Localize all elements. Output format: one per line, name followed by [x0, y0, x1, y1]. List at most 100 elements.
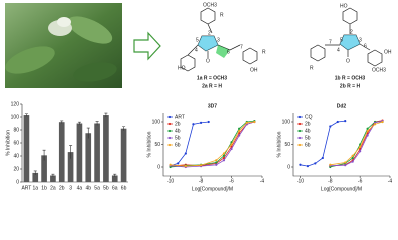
bar: [103, 115, 109, 182]
compound-label: 1b R = OCH3: [335, 75, 366, 81]
atom-label: R: [310, 65, 314, 71]
data-point: [329, 163, 332, 166]
error-bar: [104, 112, 108, 117]
atom-label: O: [346, 58, 350, 64]
data-point: [299, 163, 302, 166]
x-tick-label: -8: [199, 178, 204, 184]
atom-label: OH: [384, 49, 392, 55]
atom-label: 7: [329, 39, 332, 45]
data-point: [169, 163, 172, 166]
data-point: [314, 162, 317, 165]
x-tick-label: 6b: [121, 185, 127, 191]
atom-label: 6: [227, 49, 230, 55]
y-tick-label: 60: [13, 140, 19, 146]
axes: [21, 104, 128, 183]
atom-label: HO: [178, 65, 186, 71]
legend-label: ART: [175, 114, 185, 120]
legend-marker: [168, 122, 172, 126]
x-tick-label: 6a: [112, 185, 118, 191]
atom-label: 3: [217, 37, 220, 43]
y-axis-label: % Inhibition: [276, 131, 282, 157]
legend-label: 5b: [305, 135, 311, 141]
data-point: [222, 159, 226, 162]
data-point: [184, 152, 187, 155]
data-point: [351, 156, 354, 160]
series-line: [330, 120, 383, 167]
data-point: [344, 120, 347, 123]
x-tick-label: 1a: [32, 185, 38, 191]
data-point: [184, 165, 187, 168]
y-tick-label: 100: [11, 114, 20, 120]
atom-label: O: [206, 58, 210, 64]
compound-label: 2a R = H: [202, 83, 222, 89]
x-tick-label: ART: [21, 185, 31, 191]
data-point: [238, 129, 241, 133]
legend-marker: [168, 115, 172, 119]
legend-label: 5b: [175, 135, 181, 141]
atom-label: 5: [196, 37, 199, 43]
data-point: [199, 164, 203, 167]
error-bar: [69, 145, 73, 159]
y-tick-label: 50: [284, 142, 290, 148]
data-point: [344, 164, 347, 167]
data-point: [245, 121, 248, 124]
atom-label: 3: [359, 37, 362, 43]
x-axis-label: Log[Compound]/M: [321, 186, 362, 192]
page: {"structures":[ {"labels":["OCH3","HO","…: [5, 2, 393, 193]
data-point: [238, 134, 241, 137]
legend-label: 4b: [305, 128, 311, 134]
legend-marker: [298, 122, 302, 126]
atom-label: 2: [208, 30, 211, 36]
data-point: [366, 127, 369, 130]
error-bar: [95, 121, 99, 126]
plant-photo: [5, 3, 122, 88]
compound-label: 2b R = H: [340, 83, 361, 89]
data-point: [366, 129, 369, 133]
axes: [292, 113, 390, 177]
legend-label: 2b: [175, 121, 181, 127]
series-line: [330, 120, 383, 167]
atom-label: 4: [337, 47, 340, 53]
data-point: [351, 154, 354, 157]
legend-marker: [298, 115, 302, 119]
data-point: [306, 165, 310, 168]
data-point: [199, 121, 203, 124]
error-bar: [122, 126, 126, 131]
x-tick-label: -10: [167, 178, 174, 184]
bar: [23, 115, 30, 182]
atom-label: R: [262, 49, 266, 55]
data-point: [207, 120, 210, 124]
error-bar: [77, 121, 81, 125]
bar: [58, 122, 65, 182]
x-axis-label: Log[Compound]/M: [192, 186, 233, 192]
data-point: [222, 154, 226, 157]
bar: [94, 123, 100, 182]
legend-label: 2b: [305, 121, 311, 127]
data-point: [366, 134, 369, 137]
data-point: [222, 152, 226, 155]
legend-marker: [168, 136, 172, 140]
error-bar: [42, 149, 46, 161]
bar: [120, 128, 127, 182]
bar: [50, 175, 56, 182]
x-tick-label: 4b: [85, 185, 91, 191]
x-tick-label: -8: [328, 178, 333, 184]
x-tick-label: 2b: [59, 185, 65, 191]
x-tick-label: -6: [358, 178, 363, 184]
x-tick-label: -6: [229, 178, 234, 184]
bar: [67, 152, 74, 182]
atom-label: HO: [340, 3, 348, 9]
legend-marker: [168, 143, 172, 147]
legend-marker: [168, 129, 172, 133]
bar: [76, 123, 83, 182]
data-point: [238, 127, 241, 130]
legend-marker: [298, 129, 302, 133]
x-tick-label: 4a: [77, 185, 83, 191]
legend-marker: [298, 136, 302, 140]
legend-label: CQ: [305, 114, 313, 120]
x-tick-label: 3: [69, 185, 72, 191]
data-point: [359, 150, 362, 153]
chart-title: Dd2: [337, 103, 347, 109]
